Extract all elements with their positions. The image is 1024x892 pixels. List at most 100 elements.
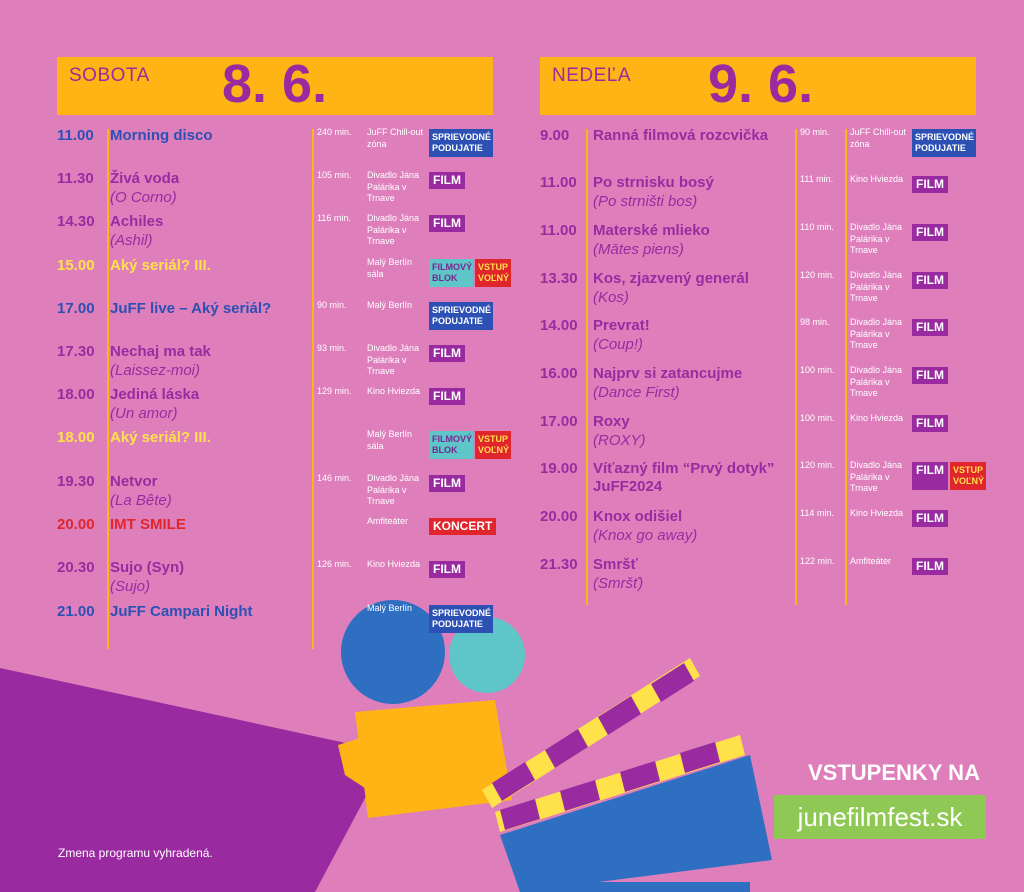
event-duration: 146 min. — [317, 473, 352, 483]
event-tags: FILMOVÝ BLOK VSTUP VOĽNÝ — [429, 431, 511, 459]
event-venue: Divadlo Jána Palárika v Trnave — [367, 473, 420, 506]
event-title: Víťazný film “Prvý dotyk” JuFF2024 — [593, 460, 775, 495]
event-duration: 110 min. — [800, 222, 834, 232]
event-duration: 120 min. — [800, 270, 835, 280]
event-venue: JuFF Chill-out zóna — [367, 127, 424, 149]
event-venue: Divadlo Jána Palárika v Trnave — [850, 270, 903, 303]
event-time: 20.00 — [57, 516, 95, 533]
event-tags: FILMOVÝ BLOK VSTUP VOĽNÝ — [429, 259, 511, 287]
event-category-badge: FILM — [912, 272, 948, 289]
event-original-title: (ROXY) — [593, 432, 646, 449]
saturday-date: 8. 6. — [222, 54, 328, 114]
event-category-badge: FILM — [429, 215, 465, 232]
event-title: Aký seriál? III. — [110, 257, 211, 274]
duration-divider — [795, 129, 797, 605]
event-time: 20.30 — [57, 559, 95, 576]
event-venue: Kino Hviezda — [367, 386, 421, 396]
event-title: Netvor — [110, 473, 158, 490]
event-title: Po strnisku bosý — [593, 174, 714, 191]
event-original-title: (Sujo) — [110, 578, 151, 595]
event-venue: Divadlo Jána Palárika v Trnave — [850, 460, 903, 493]
event-duration: 120 min. — [800, 460, 835, 470]
tickets-label: VSTUPENKY NA — [808, 760, 980, 785]
event-original-title: (Kos) — [593, 289, 629, 306]
event-title: Roxy — [593, 413, 630, 430]
clapper-stick-top — [482, 658, 700, 808]
sunday-date: 9. 6. — [708, 54, 814, 114]
event-category-badge: FILM — [912, 224, 948, 241]
event-category-badge: VSTUP VOĽNÝ — [475, 431, 511, 459]
event-venue: Malý Berlín sála — [367, 257, 413, 279]
event-tags: FILM — [429, 215, 465, 232]
event-original-title: (O Corno) — [110, 189, 177, 206]
event-time: 13.30 — [540, 270, 578, 287]
event-title: Smršť — [593, 556, 638, 573]
sunday-label: NEDEĽA — [552, 65, 632, 86]
event-original-title: (La Bête) — [110, 492, 172, 509]
event-duration: 100 min. — [800, 413, 835, 423]
event-venue: Malý Berlín — [367, 300, 413, 310]
event-original-title: (Un amor) — [110, 405, 178, 422]
event-category-badge: FILMOVÝ BLOK — [429, 259, 473, 287]
event-category-badge: VSTUP VOĽNÝ — [950, 462, 986, 490]
event-category-badge: FILM — [429, 475, 465, 492]
event-duration: 240 min. — [317, 127, 352, 137]
event-tags: FILM — [429, 345, 465, 362]
event-title: Najprv si zatancujme — [593, 365, 743, 382]
event-category-badge: SPRIEVODNÉ PODUJATIE — [429, 129, 493, 157]
event-title: Jediná láska — [110, 386, 200, 403]
event-time: 21.30 — [540, 556, 578, 573]
event-time: 14.00 — [540, 317, 578, 334]
event-time: 20.00 — [540, 508, 578, 525]
saturday-section: SOBOTA 8. 6. 11.00 Morning disco 240 min. J… — [57, 54, 511, 649]
event-time: 16.00 — [540, 365, 578, 382]
event-title: Achiles — [110, 213, 164, 230]
event-title: Materské mlieko — [593, 222, 710, 239]
event-title: Aký seriál? III. — [110, 429, 211, 446]
event-duration: 90 min. — [800, 127, 830, 137]
event-category-badge: VSTUP VOĽNÝ — [475, 259, 511, 287]
event-category-badge: FILM — [912, 319, 948, 336]
event-category-badge: FILM — [912, 176, 948, 193]
event-venue: Malý Berlín sála — [367, 429, 413, 451]
event-tags: FILM VSTUP VOĽNÝ — [912, 462, 986, 490]
event-tags: FILM — [912, 272, 948, 289]
sunday-section: NEDEĽA 9. 6. 9.00 Ranná filmová rozcvička… — [540, 54, 986, 605]
event-tags: FILM — [912, 558, 948, 575]
event-category-badge: SPRIEVODNÉ PODUJATIE — [912, 129, 976, 157]
event-venue: Kino Hviezda — [850, 413, 904, 423]
duration-divider — [312, 129, 314, 649]
event-title: Sujo (Syn) — [110, 559, 185, 576]
event-duration: 116 min. — [317, 213, 351, 223]
event-venue: JuFF Chill-out zóna — [850, 127, 907, 149]
event-duration: 100 min. — [800, 365, 835, 375]
event-tags: FILM — [912, 319, 948, 336]
saturday-header: SOBOTA 8. 6. — [57, 54, 493, 115]
event-category-badge: KONCERT — [429, 518, 497, 535]
tickets-website-link[interactable]: junefilmfest.sk — [774, 795, 986, 839]
event-category-badge: FILM — [912, 415, 948, 432]
event-duration: 126 min. — [317, 559, 352, 569]
event-original-title: (Po strništi bos) — [593, 193, 698, 210]
event-tags: FILM — [912, 510, 948, 527]
event-original-title: (Smršť) — [593, 575, 644, 592]
event-time: 17.00 — [540, 413, 578, 430]
saturday-label: SOBOTA — [69, 65, 150, 86]
event-title: JuFF Campari Night — [110, 603, 253, 620]
event-tags: FILM — [429, 172, 465, 189]
event-category-badge: FILM — [429, 388, 465, 405]
event-tags: SPRIEVODNÉ PODUJATIE — [429, 605, 493, 633]
event-venue: Divadlo Jána Palárika v Trnave — [850, 222, 903, 255]
event-tags: SPRIEVODNÉ PODUJATIE — [429, 129, 493, 157]
event-category-badge: SPRIEVODNÉ PODUJATIE — [429, 605, 493, 633]
event-venue: Kino Hviezda — [367, 559, 421, 569]
event-title: JuFF live – Aký seriál? — [110, 300, 272, 317]
event-venue: Divadlo Jána Palárika v Trnave — [367, 343, 420, 376]
event-original-title: (Knox go away) — [593, 527, 698, 544]
event-tags: FILM — [912, 367, 948, 384]
event-venue: Kino Hviezda — [850, 508, 904, 518]
event-original-title: (Laissez-moi) — [110, 362, 201, 379]
event-title: Prevrat! — [593, 317, 650, 334]
event-time: 14.30 — [57, 213, 95, 230]
